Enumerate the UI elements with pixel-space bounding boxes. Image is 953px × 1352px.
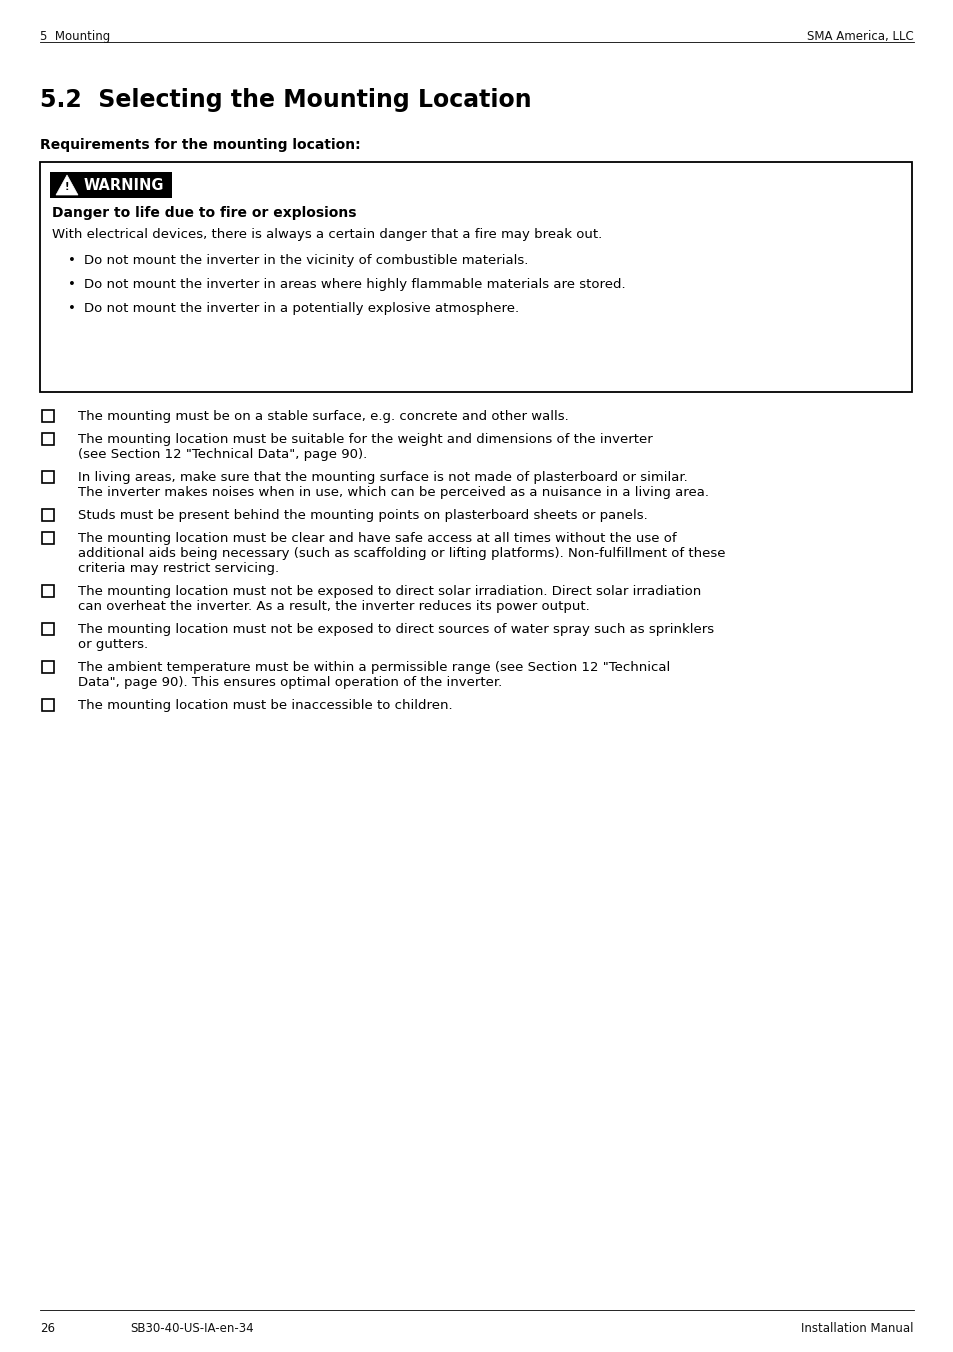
Text: additional aids being necessary (such as scaffolding or lifting platforms). Non-: additional aids being necessary (such as… xyxy=(78,548,724,560)
Polygon shape xyxy=(56,174,78,195)
Text: The mounting location must not be exposed to direct solar irradiation. Direct so: The mounting location must not be expose… xyxy=(78,585,700,598)
Text: Do not mount the inverter in a potentially explosive atmosphere.: Do not mount the inverter in a potential… xyxy=(84,301,518,315)
Text: 5.2  Selecting the Mounting Location: 5.2 Selecting the Mounting Location xyxy=(40,88,531,112)
Bar xyxy=(42,661,54,673)
Text: or gutters.: or gutters. xyxy=(78,638,148,652)
Text: With electrical devices, there is always a certain danger that a fire may break : With electrical devices, there is always… xyxy=(52,228,601,241)
Bar xyxy=(42,699,54,711)
Text: •: • xyxy=(68,254,76,266)
Text: Studs must be present behind the mounting points on plasterboard sheets or panel: Studs must be present behind the mountin… xyxy=(78,508,647,522)
Text: Do not mount the inverter in the vicinity of combustible materials.: Do not mount the inverter in the vicinit… xyxy=(84,254,528,266)
Text: The ambient temperature must be within a permissible range (see Section 12 "Tech: The ambient temperature must be within a… xyxy=(78,661,670,675)
Text: In living areas, make sure that the mounting surface is not made of plasterboard: In living areas, make sure that the moun… xyxy=(78,470,687,484)
Bar xyxy=(42,433,54,445)
Text: The mounting location must be inaccessible to children.: The mounting location must be inaccessib… xyxy=(78,699,452,713)
Text: SB30-40-US-IA-en-34: SB30-40-US-IA-en-34 xyxy=(130,1322,253,1334)
Text: Do not mount the inverter in areas where highly flammable materials are stored.: Do not mount the inverter in areas where… xyxy=(84,279,625,291)
Text: SMA America, LLC: SMA America, LLC xyxy=(806,30,913,43)
Text: !: ! xyxy=(65,183,70,192)
Bar xyxy=(42,531,54,544)
Text: Data", page 90). This ensures optimal operation of the inverter.: Data", page 90). This ensures optimal op… xyxy=(78,676,501,690)
Text: The mounting location must not be exposed to direct sources of water spray such : The mounting location must not be expose… xyxy=(78,623,714,635)
Text: Danger to life due to fire or explosions: Danger to life due to fire or explosions xyxy=(52,206,356,220)
Text: can overheat the inverter. As a result, the inverter reduces its power output.: can overheat the inverter. As a result, … xyxy=(78,600,589,612)
Bar xyxy=(42,470,54,483)
Text: The mounting location must be suitable for the weight and dimensions of the inve: The mounting location must be suitable f… xyxy=(78,433,652,446)
Bar xyxy=(50,172,172,197)
Text: The mounting location must be clear and have safe access at all times without th: The mounting location must be clear and … xyxy=(78,531,676,545)
Text: Installation Manual: Installation Manual xyxy=(801,1322,913,1334)
Bar xyxy=(42,508,54,521)
Text: 26: 26 xyxy=(40,1322,55,1334)
Text: The mounting must be on a stable surface, e.g. concrete and other walls.: The mounting must be on a stable surface… xyxy=(78,410,568,423)
Text: (see Section 12 "Technical Data", page 90).: (see Section 12 "Technical Data", page 9… xyxy=(78,448,367,461)
Text: criteria may restrict servicing.: criteria may restrict servicing. xyxy=(78,562,279,575)
Text: •: • xyxy=(68,279,76,291)
Text: WARNING: WARNING xyxy=(84,177,164,192)
Bar xyxy=(42,410,54,422)
Text: 5  Mounting: 5 Mounting xyxy=(40,30,111,43)
Text: •: • xyxy=(68,301,76,315)
Text: The inverter makes noises when in use, which can be perceived as a nuisance in a: The inverter makes noises when in use, w… xyxy=(78,485,708,499)
Text: Requirements for the mounting location:: Requirements for the mounting location: xyxy=(40,138,360,151)
Bar xyxy=(42,585,54,598)
Bar xyxy=(40,162,911,392)
Bar xyxy=(42,623,54,635)
